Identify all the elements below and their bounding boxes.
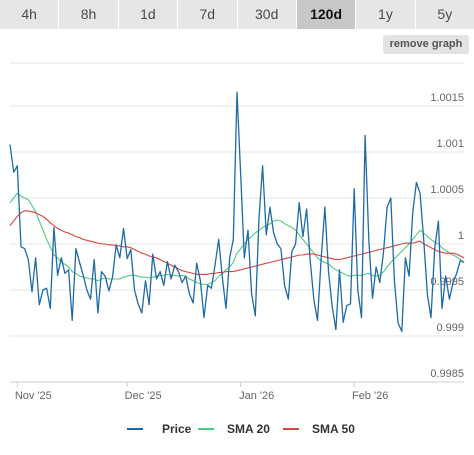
y-tick-label: 0.999 [436,322,464,334]
range-tab-1y[interactable]: 1y [356,0,416,29]
x-tick-label: Dec '25 [125,390,162,402]
x-tick-label: Jan '26 [239,390,274,402]
legend-item-sma-50[interactable]: SMA 50 [283,422,355,436]
range-tab-4h[interactable]: 4h [0,0,60,29]
y-tick-label: 1.0015 [430,92,464,104]
y-tick-label: 1 [458,230,464,242]
legend: Price SMA 20 SMA 50 [127,422,355,436]
y-tick-label: 1.001 [436,138,464,150]
remove-graph-button[interactable]: remove graph [383,35,469,54]
legend-label: SMA 20 [227,422,270,436]
legend-item-sma-20[interactable]: SMA 20 [198,422,270,436]
range-tab-1d[interactable]: 1d [119,0,179,29]
y-tick-label: 0.9985 [430,368,464,380]
series-lines [9,91,465,333]
series-line-sma-20 [9,192,465,286]
range-tab-7d[interactable]: 7d [178,0,238,29]
legend-label: Price [162,422,192,436]
range-tabs: 4h 8h 1d 7d 30d 120d 1y 5y [0,0,474,29]
x-tick-label: Feb '26 [352,390,388,402]
x-axis-tick-labels: Nov '25 Dec '25 Jan '26 Feb '26 [15,382,388,402]
x-tick-label: Nov '25 [15,390,52,402]
legend-item-price[interactable]: Price [127,422,192,436]
range-tab-5y[interactable]: 5y [437,6,453,22]
y-tick-label: 1.0005 [430,184,464,196]
range-tab-30d[interactable]: 30d [238,0,297,29]
legend-label: SMA 50 [312,422,355,436]
series-line-price [9,91,465,333]
range-tab-120d[interactable]: 120d [296,0,357,29]
series-line-sma-50 [9,210,465,275]
range-tab-8h[interactable]: 8h [59,0,119,29]
